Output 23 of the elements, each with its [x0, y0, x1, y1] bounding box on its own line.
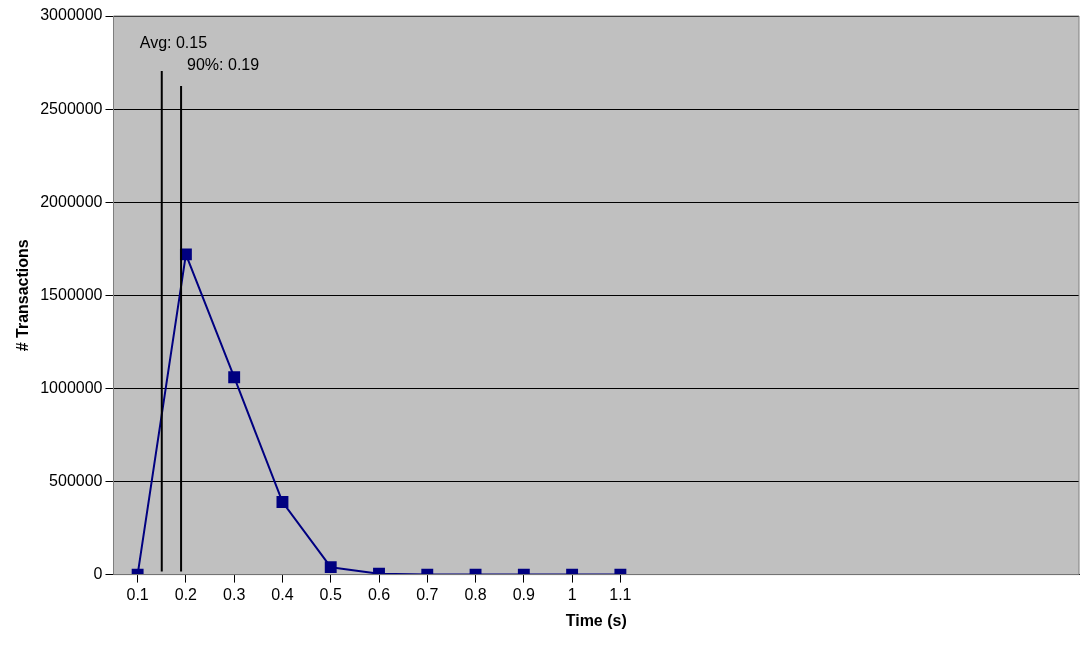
- y-tick-label: 2000000: [40, 192, 103, 210]
- x-tick-label: 0.2: [174, 585, 198, 603]
- x-tick-label: 0.3: [223, 585, 246, 603]
- x-tick-label: 1: [567, 585, 577, 603]
- y-tick-label: 0: [93, 565, 103, 583]
- x-tick-label: 0.8: [464, 585, 487, 603]
- x-tick-label: 1.1: [609, 585, 632, 603]
- y-axis-title: # Transactions: [14, 239, 32, 352]
- x-tick-label: 0.7: [416, 585, 439, 603]
- y-tick-label: 3000000: [40, 6, 103, 24]
- point: [228, 371, 241, 384]
- y-tick-label: 500000: [49, 471, 103, 489]
- x-tick-label: 0.1: [126, 585, 149, 603]
- ref-line-label: Avg: 0.15: [139, 34, 208, 52]
- y-tick-label: 2500000: [40, 99, 103, 117]
- x-axis-title: Time (s): [565, 611, 627, 629]
- y-tick-label: 1500000: [40, 285, 103, 303]
- ref-line-label: 90%: 0.19: [187, 56, 260, 74]
- x-tick-label: 0.5: [319, 585, 342, 603]
- x-tick-label: 0.6: [367, 585, 391, 603]
- x-tick-label: 0.9: [512, 585, 536, 603]
- x-tick-label: 0.4: [271, 585, 294, 603]
- y-tick-label: 1000000: [40, 378, 103, 396]
